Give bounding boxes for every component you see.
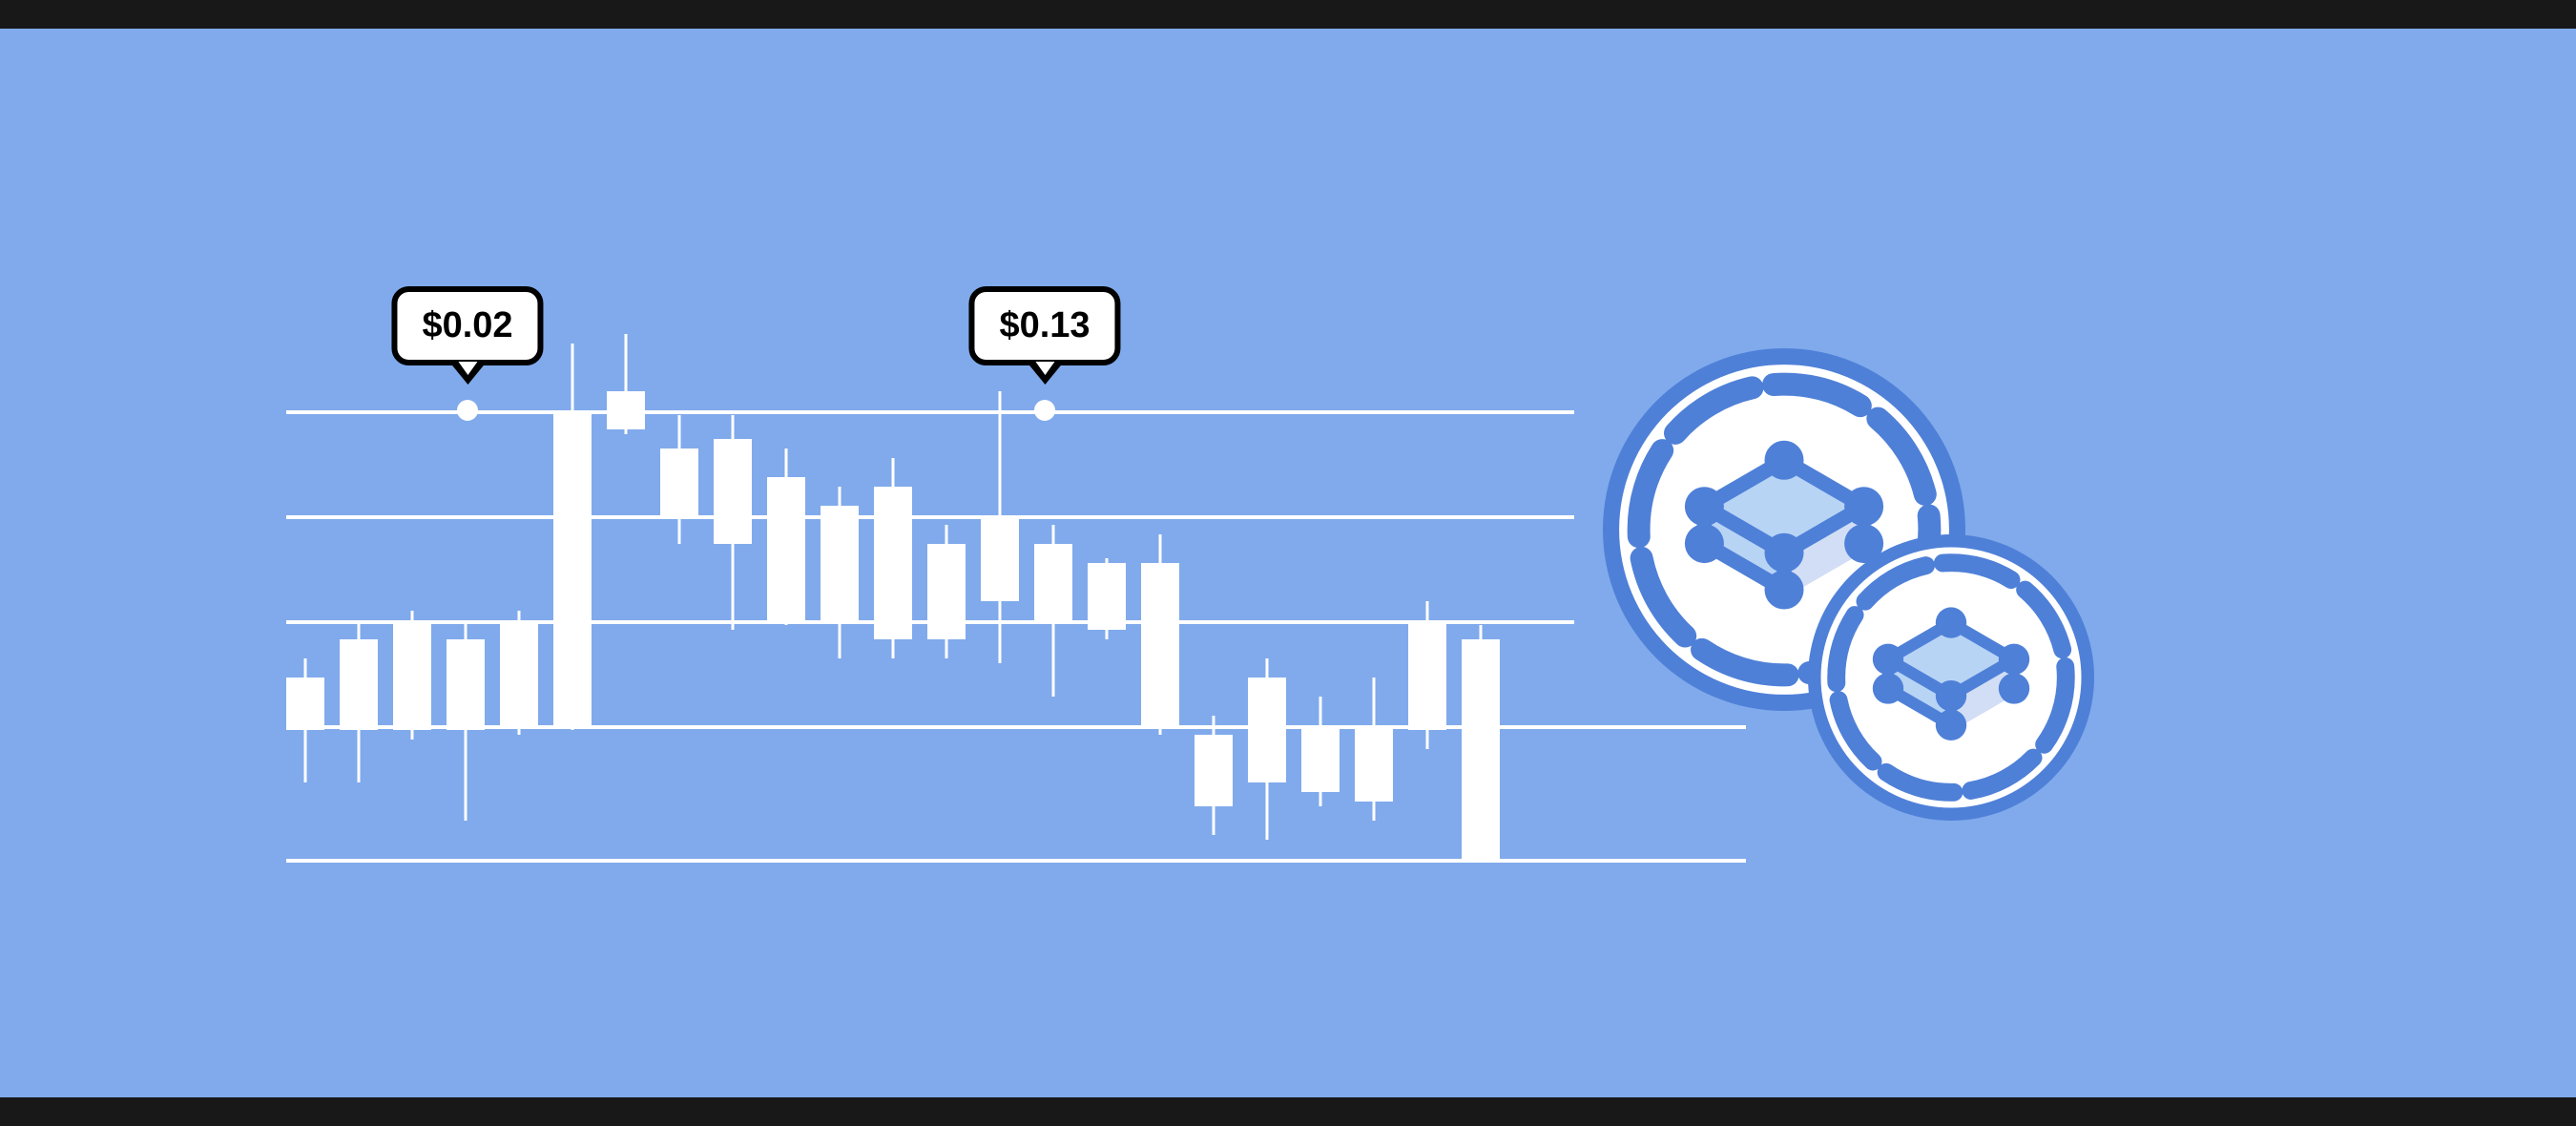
candlestick [660, 29, 698, 1097]
candlestick-body [1301, 725, 1340, 792]
candlestick-body [1462, 639, 1500, 859]
candlestick-body [553, 410, 592, 725]
candlestick-body [821, 506, 859, 620]
tooltip-tail-icon [1028, 364, 1062, 385]
candlestick [393, 29, 431, 1097]
infographic-canvas: $0.02 $0.13 [0, 29, 2576, 1097]
price-tooltip-label: $0.02 [391, 286, 543, 365]
candlestick [340, 29, 378, 1097]
candlestick [714, 29, 752, 1097]
candlestick-body [607, 391, 645, 429]
candlestick-body [927, 544, 966, 639]
candlestick-body [1034, 544, 1072, 620]
token-coin-small-icon [1808, 534, 2094, 821]
candlestick [1248, 29, 1286, 1097]
candlestick [927, 29, 966, 1097]
candlestick [874, 29, 912, 1097]
candlestick [767, 29, 805, 1097]
tooltip-tail-icon [450, 364, 485, 385]
candlestick [1088, 29, 1126, 1097]
candlestick-body [393, 620, 431, 730]
candlestick [1301, 29, 1340, 1097]
candlestick-body [874, 487, 912, 639]
price-tooltip: $0.02 [391, 286, 543, 386]
price-marker-dot [1034, 400, 1055, 421]
candlestick [607, 29, 645, 1097]
candlestick [1408, 29, 1446, 1097]
candlestick-body [286, 678, 324, 730]
candlestick-body [981, 515, 1019, 601]
candlestick-body [1141, 563, 1179, 725]
candlestick [1355, 29, 1393, 1097]
candlestick [1141, 29, 1179, 1097]
price-tooltip-label: $0.13 [968, 286, 1120, 365]
candlestick [553, 29, 592, 1097]
candlestick-body [660, 448, 698, 515]
candlestick-body [1088, 563, 1126, 630]
candlestick-body [340, 639, 378, 730]
candlestick [1195, 29, 1233, 1097]
candlestick [447, 29, 485, 1097]
candlestick-body [1408, 620, 1446, 730]
price-marker-dot [457, 400, 478, 421]
candlestick-body [500, 620, 538, 725]
candlestick-body [1195, 735, 1233, 806]
candlestick [1462, 29, 1500, 1097]
candlestick [286, 29, 324, 1097]
candlestick-body [447, 639, 485, 730]
candlestick [821, 29, 859, 1097]
price-tooltip: $0.13 [968, 286, 1120, 386]
candlestick-body [1248, 678, 1286, 782]
candlestick-body [767, 477, 805, 620]
candlestick-body [714, 439, 752, 544]
candlestick-body [1355, 725, 1393, 802]
candlestick [500, 29, 538, 1097]
candlestick [981, 29, 1019, 1097]
candlestick [1034, 29, 1072, 1097]
